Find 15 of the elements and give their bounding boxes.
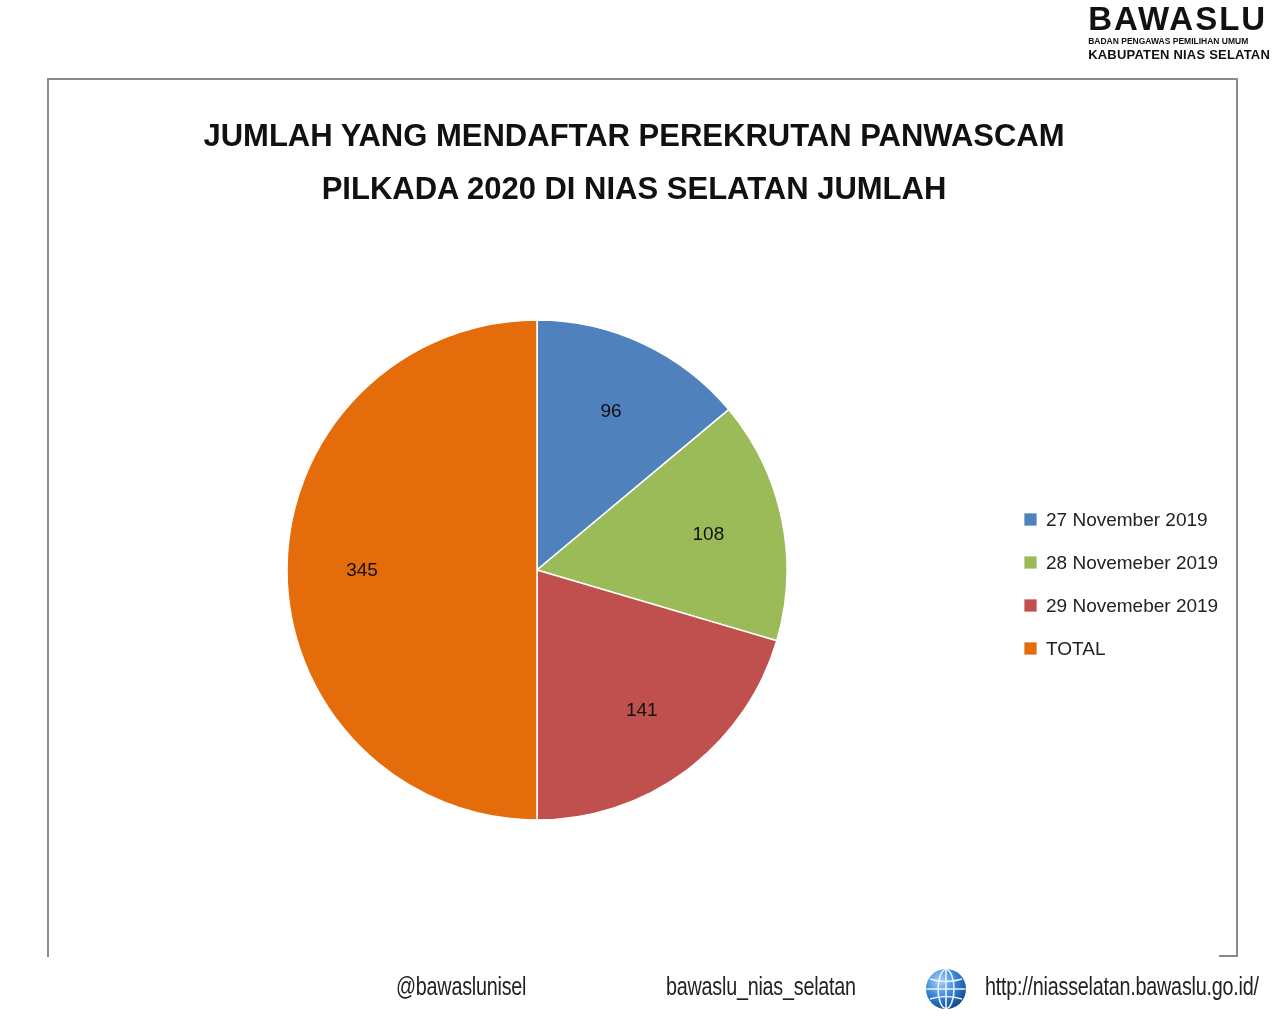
data-label: 96	[600, 400, 622, 422]
data-label: 108	[692, 523, 725, 545]
text: @bawaslunisel	[396, 971, 527, 1002]
chart-title: JUMLAH YANG MENDAFTAR PEREKRUTAN PANWASCAM PILKADA 2020 DI NIAS SELATAN JUMLAH	[203, 118, 1065, 206]
text: http://niasselatan.bawaslu.go.id/	[985, 971, 1259, 1002]
legend-label: 28 Novemeber 2019	[1046, 551, 1219, 573]
text: BADAN PENGAWAS PEMILIHAN UMUM	[1088, 36, 1249, 47]
legend-label: TOTAL	[1046, 637, 1106, 659]
text: bawaslu_nias_selatan	[666, 971, 856, 1002]
text: KABUPATEN NIAS SELATAN	[1088, 47, 1270, 62]
legend-label: 27 November 2019	[1046, 508, 1208, 530]
legend-label: 29 Novemeber 2019	[1046, 594, 1219, 616]
data-label: 345	[346, 559, 378, 580]
data-label: 141	[625, 699, 658, 721]
text: BAWASLU	[1088, 0, 1268, 37]
